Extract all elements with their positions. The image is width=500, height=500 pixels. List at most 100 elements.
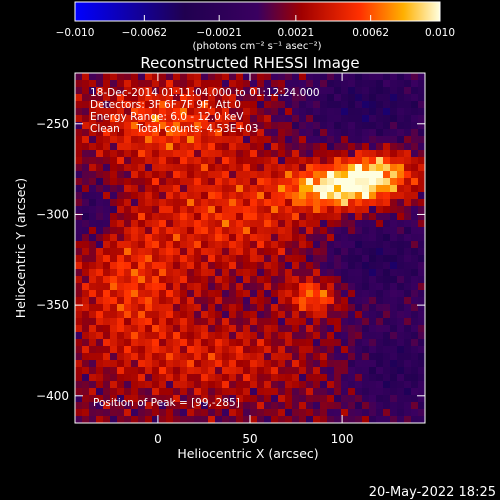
heatmap-cell (341, 206, 349, 214)
heatmap-cell (362, 178, 370, 186)
heatmap-cell (341, 353, 349, 361)
heatmap-cell (110, 185, 118, 193)
heatmap-cell (404, 269, 412, 277)
heatmap-cell (75, 360, 83, 368)
heatmap-cell (355, 402, 363, 410)
heatmap-cell (278, 255, 286, 263)
heatmap-cell (117, 402, 125, 410)
heatmap-cell (138, 367, 146, 375)
heatmap-cell (229, 122, 237, 130)
heatmap-cell (103, 199, 111, 207)
heatmap-cell (201, 353, 209, 361)
heatmap-cell (313, 381, 321, 389)
heatmap-cell (243, 192, 251, 200)
heatmap-cell (313, 325, 321, 333)
heatmap-cell (327, 262, 335, 270)
heatmap-cell (201, 234, 209, 242)
heatmap-cell (383, 122, 391, 130)
heatmap-cell (187, 73, 195, 81)
heatmap-cell (306, 241, 314, 249)
heatmap-cell (138, 213, 146, 221)
heatmap-cell (285, 381, 293, 389)
heatmap-cell (89, 339, 97, 347)
heatmap-cell (145, 136, 153, 144)
heatmap-cell (320, 199, 328, 207)
heatmap-cell (75, 388, 83, 396)
heatmap-cell (264, 206, 272, 214)
heatmap-cell (320, 353, 328, 361)
heatmap-cell (201, 255, 209, 263)
heatmap-cell (103, 248, 111, 256)
heatmap-cell (376, 374, 384, 382)
heatmap-cell (376, 318, 384, 326)
heatmap-cell (369, 290, 377, 298)
heatmap-cell (383, 108, 391, 116)
heatmap-cell (124, 185, 132, 193)
heatmap-cell (313, 409, 321, 417)
heatmap-cell (376, 269, 384, 277)
annotation-energy: Energy Range: 6.0 - 12.0 keV (90, 111, 244, 123)
heatmap-cell (201, 115, 209, 123)
heatmap-cell (96, 234, 104, 242)
heatmap-cell (264, 164, 272, 172)
heatmap-cell (306, 87, 314, 95)
heatmap-cell (383, 136, 391, 144)
heatmap-cell (159, 185, 167, 193)
heatmap-cell (124, 395, 132, 403)
heatmap-cell (376, 339, 384, 347)
heatmap-cell (89, 234, 97, 242)
heatmap-cell (348, 395, 356, 403)
heatmap-cell (369, 416, 377, 423)
heatmap-cell (278, 318, 286, 326)
heatmap-cell (250, 199, 258, 207)
heatmap-cell (180, 367, 188, 375)
heatmap-cell (411, 262, 419, 270)
heatmap-cell (173, 143, 181, 151)
heatmap-cell (103, 395, 111, 403)
heatmap-cell (89, 143, 97, 151)
heatmap-cell (117, 136, 125, 144)
heatmap-cell (369, 325, 377, 333)
heatmap-cell (250, 129, 258, 137)
heatmap-cell (103, 143, 111, 151)
heatmap-cell (110, 325, 118, 333)
heatmap-cell (383, 332, 391, 340)
heatmap-cell (138, 332, 146, 340)
heatmap-cell (271, 388, 279, 396)
heatmap-cell (320, 143, 328, 151)
heatmap-cell (348, 164, 356, 172)
heatmap-cell (271, 150, 279, 158)
heatmap-cell (173, 171, 181, 179)
heatmap-cell (320, 416, 328, 423)
heatmap-cell (236, 269, 244, 277)
heatmap-cell (271, 164, 279, 172)
heatmap-cell (327, 157, 335, 165)
heatmap-cell (180, 241, 188, 249)
heatmap-cell (285, 143, 293, 151)
heatmap-cell (362, 416, 370, 423)
heatmap-cell (173, 367, 181, 375)
heatmap-cell (341, 402, 349, 410)
heatmap-cell (404, 297, 412, 305)
heatmap-cell (96, 178, 104, 186)
heatmap-cell (348, 115, 356, 123)
heatmap-cell (327, 381, 335, 389)
heatmap-cell (201, 304, 209, 312)
heatmap-cell (250, 164, 258, 172)
heatmap-cell (362, 87, 370, 95)
heatmap-cell (362, 346, 370, 354)
heatmap-cell (201, 129, 209, 137)
heatmap-cell (222, 122, 230, 130)
heatmap-cell (285, 108, 293, 116)
heatmap-cell (313, 262, 321, 270)
heatmap-cell (89, 206, 97, 214)
heatmap-cell (194, 101, 202, 109)
heatmap-cell (341, 409, 349, 417)
heatmap-cell (257, 178, 265, 186)
heatmap-cell (299, 262, 307, 270)
heatmap-cell (397, 185, 405, 193)
heatmap-cell (397, 87, 405, 95)
heatmap-cell (390, 332, 398, 340)
heatmap-cell (180, 150, 188, 158)
heatmap-cell (306, 213, 314, 221)
